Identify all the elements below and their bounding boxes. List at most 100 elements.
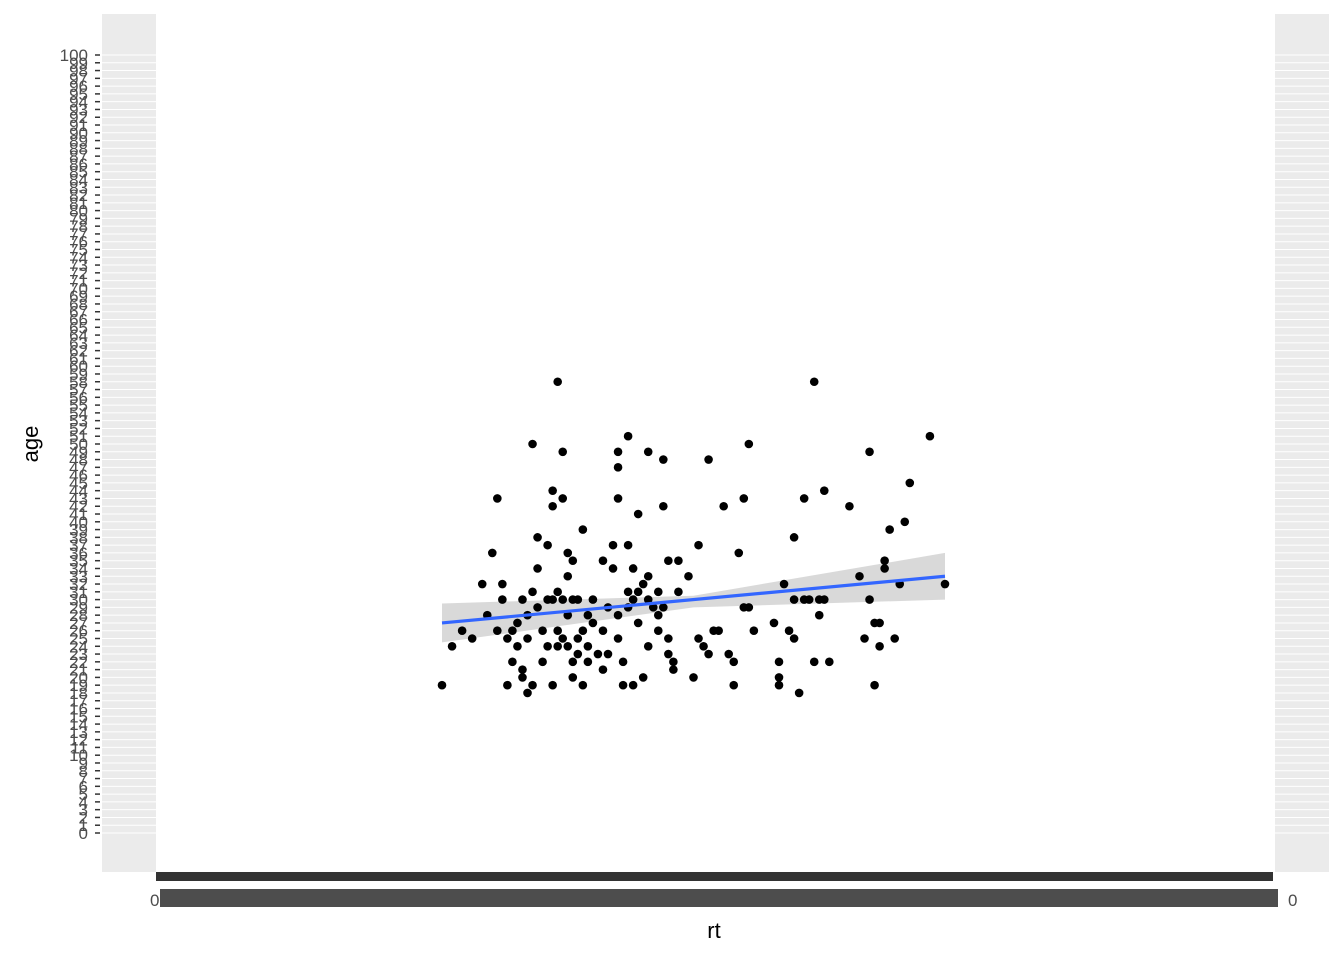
data-point xyxy=(533,603,542,612)
y-tick-label: 37 xyxy=(69,536,88,555)
data-point xyxy=(513,641,522,651)
data-point xyxy=(623,431,633,441)
y-tick-label: 81 xyxy=(69,194,88,213)
y-tick-label: 42 xyxy=(69,497,88,516)
data-point xyxy=(528,439,537,449)
y-tick-label: 23 xyxy=(69,645,88,664)
data-point xyxy=(533,564,542,573)
y-tick-label: 12 xyxy=(69,731,88,750)
y-tick-label: 64 xyxy=(69,326,88,345)
data-point xyxy=(593,649,603,659)
data-point xyxy=(623,540,633,550)
data-point xyxy=(573,634,583,643)
data-point xyxy=(719,501,728,511)
y-tick-label: 66 xyxy=(69,311,88,330)
y-tick-label: 75 xyxy=(69,241,88,260)
data-point xyxy=(493,626,502,636)
data-point xyxy=(518,595,527,604)
y-tick-label: 46 xyxy=(69,466,88,485)
data-point xyxy=(729,680,739,690)
data-point xyxy=(538,626,547,636)
data-point xyxy=(724,649,734,659)
data-point xyxy=(613,610,623,620)
y-tick-label: 10 xyxy=(69,746,88,765)
y-tick-label: 77 xyxy=(69,225,88,244)
data-point xyxy=(518,665,527,674)
data-point xyxy=(769,618,779,628)
data-point xyxy=(583,610,593,620)
data-point xyxy=(669,665,678,674)
y-tick-label: 94 xyxy=(69,93,88,112)
y-tick-label: 54 xyxy=(69,404,88,423)
data-point xyxy=(583,641,593,651)
data-point xyxy=(684,571,693,581)
y-tick-label: 76 xyxy=(69,233,88,252)
y-tick-label: 71 xyxy=(69,272,88,291)
y-tick-label: 93 xyxy=(69,100,88,119)
data-point xyxy=(674,587,683,597)
y-tick-label: 90 xyxy=(69,124,88,143)
data-point xyxy=(659,603,668,612)
data-point xyxy=(437,680,447,690)
y-tick-label: 14 xyxy=(69,715,88,734)
data-point xyxy=(794,688,804,698)
data-point xyxy=(568,673,578,682)
data-point xyxy=(477,579,487,589)
data-point xyxy=(573,595,583,604)
data-point xyxy=(578,525,588,534)
data-point xyxy=(628,595,638,604)
data-point xyxy=(618,657,628,667)
data-point xyxy=(653,587,663,597)
data-point xyxy=(543,540,552,550)
data-point xyxy=(714,626,723,636)
x-axis: 0 0 xyxy=(150,891,1297,910)
y-tick-label: 24 xyxy=(69,637,88,656)
data-point xyxy=(699,641,708,651)
data-point xyxy=(704,455,713,464)
y-tick-label: 63 xyxy=(69,334,88,353)
x-axis-bar xyxy=(156,872,1273,881)
y-tick-label: 41 xyxy=(69,505,88,524)
data-point xyxy=(633,509,643,519)
data-point xyxy=(779,579,789,589)
y-tick-label: 22 xyxy=(69,653,88,672)
data-point xyxy=(643,571,653,581)
data-point xyxy=(870,680,879,690)
y-tick-label: 6 xyxy=(79,777,88,796)
plot-panels xyxy=(102,14,1329,907)
y-tick-label: 17 xyxy=(69,692,88,711)
y-tick-label: 100 xyxy=(60,46,88,65)
data-point xyxy=(583,657,593,667)
y-tick-label: 36 xyxy=(69,544,88,563)
data-point xyxy=(890,634,899,643)
y-tick-label: 73 xyxy=(69,256,88,275)
data-point xyxy=(643,447,653,457)
data-point xyxy=(598,626,608,636)
x-tick-label-last: 0 xyxy=(1288,891,1297,910)
y-tick-label: 43 xyxy=(69,489,88,508)
y-tick-label: 40 xyxy=(69,513,88,532)
fit-line-layer xyxy=(441,574,946,625)
y-tick-label: 2 xyxy=(79,808,88,827)
y-tick-label: 25 xyxy=(69,630,88,649)
y-tick-label: 55 xyxy=(69,396,88,415)
x-tick-label-first: 0 xyxy=(150,891,159,910)
data-point xyxy=(553,641,562,651)
data-point xyxy=(905,478,915,488)
data-point xyxy=(588,595,598,604)
y-tick-label: 70 xyxy=(69,279,88,298)
data-point xyxy=(613,463,623,472)
y-tick-label: 56 xyxy=(69,388,88,407)
data-point xyxy=(689,673,698,682)
data-point xyxy=(648,603,658,612)
right-panel-strip xyxy=(1275,14,1329,872)
data-point xyxy=(875,618,884,628)
data-point xyxy=(608,564,618,573)
x-axis-title: rt xyxy=(707,918,720,943)
data-point xyxy=(804,595,814,604)
data-point xyxy=(729,657,739,667)
fit-ribbon-layer xyxy=(442,552,945,643)
left-panel-strip xyxy=(102,14,156,872)
y-tick-label: 11 xyxy=(70,738,88,757)
